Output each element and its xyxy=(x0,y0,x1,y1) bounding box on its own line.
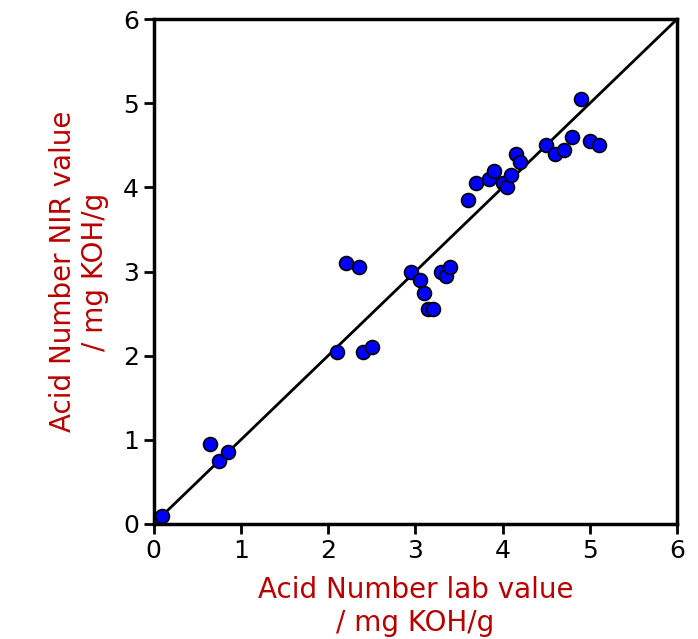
Point xyxy=(505,170,517,180)
Point xyxy=(427,304,438,314)
Point xyxy=(414,275,425,285)
Point xyxy=(488,166,499,176)
Point xyxy=(540,141,551,151)
Point xyxy=(440,271,452,281)
Point xyxy=(445,262,456,272)
Point xyxy=(419,288,430,298)
Point xyxy=(593,141,604,151)
Point xyxy=(423,304,434,314)
X-axis label: Acid Number lab value
/ mg KOH/g: Acid Number lab value / mg KOH/g xyxy=(258,576,573,637)
Point xyxy=(222,447,233,458)
Y-axis label: Acid Number NIR value
/ mg KOH/g: Acid Number NIR value / mg KOH/g xyxy=(49,111,109,432)
Point xyxy=(470,178,482,189)
Point xyxy=(214,456,225,466)
Point xyxy=(462,195,473,205)
Point xyxy=(353,262,364,272)
Point xyxy=(152,514,163,525)
Point xyxy=(497,178,508,189)
Point xyxy=(484,174,495,184)
Point xyxy=(406,266,417,277)
Point xyxy=(575,94,586,104)
Point xyxy=(567,132,578,142)
Point xyxy=(357,346,369,357)
Point xyxy=(514,157,526,167)
Point xyxy=(558,144,570,155)
Point xyxy=(436,266,447,277)
Point xyxy=(510,149,521,159)
Point xyxy=(340,258,351,268)
Point xyxy=(584,136,595,146)
Point xyxy=(205,439,216,449)
Point xyxy=(366,343,377,353)
Point xyxy=(331,346,342,357)
Point xyxy=(156,511,168,521)
Point xyxy=(549,149,560,159)
Point xyxy=(501,182,512,192)
